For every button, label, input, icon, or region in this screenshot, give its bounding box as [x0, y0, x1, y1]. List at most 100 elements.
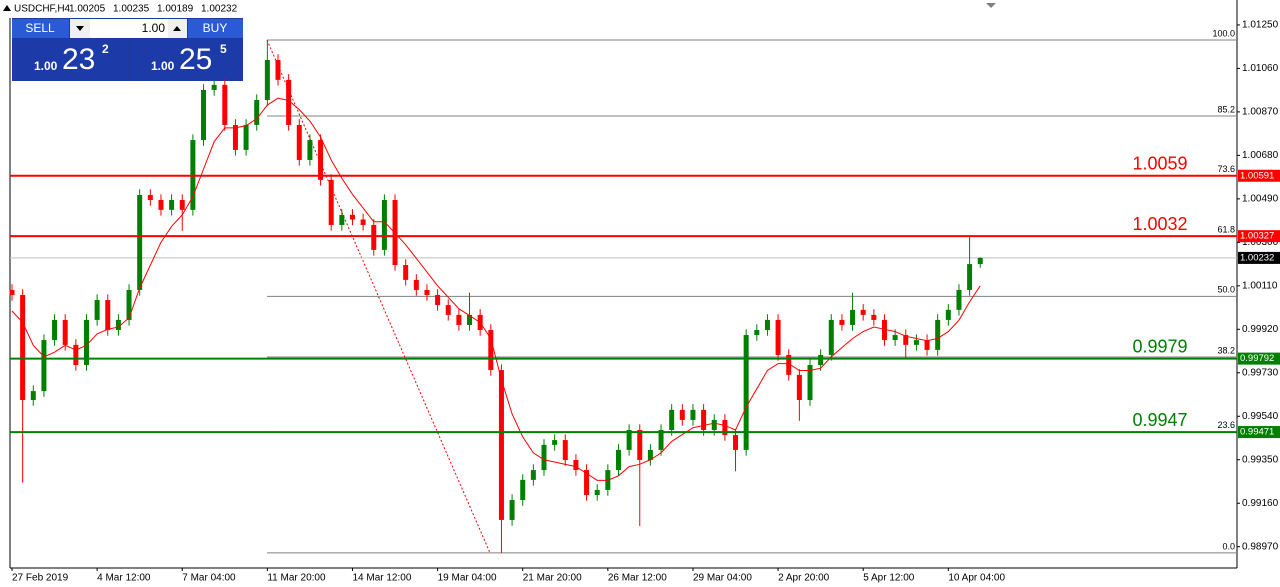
- down-icon: [76, 26, 84, 31]
- candle-body: [552, 440, 558, 445]
- candle-body: [945, 309, 951, 320]
- header-open: 1.00205: [69, 4, 106, 15]
- fib-label: 38.2: [1217, 345, 1235, 355]
- candle-body: [296, 124, 302, 160]
- candle-body: [371, 224, 377, 250]
- candle-body: [435, 294, 441, 306]
- candle-body: [360, 219, 366, 225]
- candle-body: [232, 124, 238, 150]
- x-tick-label: 2 Apr 20:00: [778, 573, 830, 584]
- header: USDCHF,H4 1.00205 1.00235 1.00189 1.00232: [14, 4, 238, 15]
- candle-body: [626, 430, 632, 450]
- y-tick-label: 1.00870: [1242, 107, 1279, 118]
- candle-body: [211, 84, 217, 90]
- candle-body: [105, 300, 111, 330]
- price-tag-label: 1.00591: [1240, 170, 1274, 181]
- candle-body: [775, 319, 781, 355]
- candle-body: [498, 370, 504, 520]
- candle-body: [94, 300, 100, 320]
- candle-body: [424, 289, 430, 295]
- candle-body: [222, 84, 228, 125]
- candle-body: [83, 319, 89, 366]
- candle-body: [243, 124, 249, 150]
- header-high: 1.00235: [113, 4, 150, 15]
- ask-big: 25: [179, 43, 212, 76]
- volume-input[interactable]: [90, 19, 168, 38]
- candle-body: [967, 264, 973, 290]
- candle-body: [850, 309, 856, 325]
- ask-box[interactable]: [130, 39, 243, 81]
- x-tick-label: 26 Mar 12:00: [608, 573, 667, 584]
- price-tag: [1238, 426, 1280, 439]
- sell-button[interactable]: [12, 19, 69, 38]
- candle-body: [839, 319, 845, 325]
- level-label: 1.0059: [1132, 154, 1187, 174]
- candle-body: [328, 179, 334, 225]
- candle-body: [615, 449, 621, 471]
- buy-button[interactable]: [188, 19, 243, 38]
- bid-prefix: 1.00: [34, 59, 58, 73]
- bid-small: 2: [102, 42, 109, 56]
- price-tag: [1238, 352, 1280, 365]
- x-tick-label: 10 Apr 04:00: [948, 573, 1005, 584]
- candle-body: [349, 214, 355, 220]
- symbol-icon: [3, 5, 11, 11]
- fib-label: 100.0: [1212, 28, 1235, 38]
- candle-body: [892, 335, 898, 341]
- candle-body: [115, 319, 121, 330]
- candle-body: [509, 500, 515, 520]
- x-tick-label: 21 Mar 20:00: [523, 573, 582, 584]
- fib-label: 73.6: [1217, 164, 1235, 174]
- price-tag-label: 0.99792: [1240, 353, 1274, 364]
- candle-body: [860, 309, 866, 315]
- fib-label: 0.0: [1222, 541, 1235, 551]
- header-close: 1.00232: [201, 4, 238, 15]
- candle-body: [733, 435, 739, 450]
- x-tick-label: 27 Feb 2019: [12, 573, 69, 584]
- current-price-tag: [1238, 251, 1280, 264]
- price-tag-label: 0.99471: [1240, 427, 1274, 438]
- candle-body: [711, 419, 717, 431]
- candle-body: [201, 89, 207, 141]
- candle-body: [977, 257, 983, 265]
- header-low: 1.00189: [157, 4, 194, 15]
- y-tick-label: 0.99730: [1242, 367, 1279, 378]
- level-label: 1.0032: [1132, 214, 1187, 234]
- bid-box[interactable]: [12, 39, 128, 81]
- up-icon: [173, 26, 181, 31]
- candle-body: [158, 200, 164, 210]
- candle-body: [318, 140, 324, 180]
- candle-body: [584, 470, 590, 495]
- candle-body: [147, 194, 153, 201]
- candle-body: [445, 305, 451, 315]
- y-tick-label: 0.98970: [1242, 541, 1279, 552]
- fib-label: 50.0: [1217, 285, 1235, 295]
- candle-body: [679, 409, 685, 420]
- candle-body: [669, 409, 675, 431]
- candle-body: [956, 289, 962, 310]
- fib-label: 23.6: [1217, 420, 1235, 430]
- y-tick-label: 0.99540: [1242, 411, 1279, 422]
- candle-body: [743, 335, 749, 450]
- price-tag-label: 1.00327: [1240, 231, 1274, 242]
- x-tick-label: 7 Mar 04:00: [182, 573, 236, 584]
- candle-body: [647, 449, 653, 460]
- candle-body: [137, 194, 143, 290]
- volume: 1.00: [142, 21, 166, 35]
- candle-body: [562, 440, 568, 460]
- candle-body: [871, 314, 877, 320]
- candle-body: [881, 319, 887, 341]
- candle-body: [169, 200, 175, 210]
- y-tick-label: 0.99350: [1242, 454, 1279, 465]
- trade-panel: SELL 1.00 BUY 1.00 23 2 1.00 25 5: [12, 18, 243, 81]
- candle-body: [764, 319, 770, 330]
- candle-body: [488, 329, 494, 371]
- candle-body: [307, 140, 313, 160]
- scroll-arrow[interactable]: [986, 3, 996, 8]
- candle-body: [9, 289, 15, 295]
- candle-body: [786, 354, 792, 375]
- x-tick-label: 14 Mar 12:00: [352, 573, 411, 584]
- candle-body: [456, 314, 462, 325]
- ask-prefix: 1.00: [151, 59, 175, 73]
